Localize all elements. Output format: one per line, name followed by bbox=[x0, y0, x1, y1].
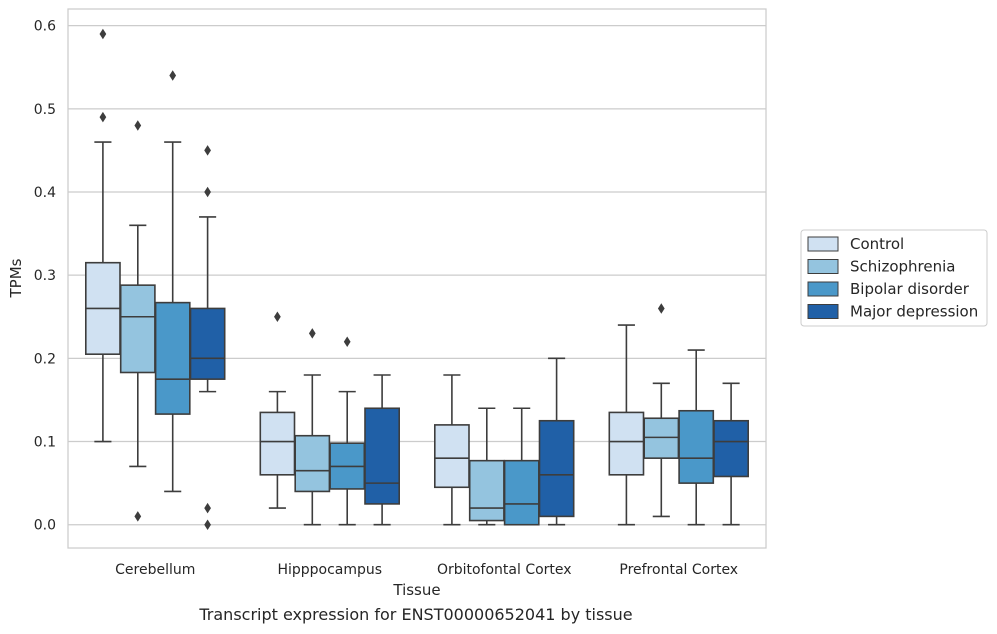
outlier-point bbox=[308, 328, 316, 339]
legend-label: Schizophrenia bbox=[850, 258, 955, 276]
y-tick-label: 0.2 bbox=[34, 351, 56, 367]
y-tick-label: 0.3 bbox=[34, 268, 56, 284]
box-schizophrenia bbox=[294, 328, 331, 526]
outlier-point bbox=[204, 519, 211, 530]
legend-swatch bbox=[807, 304, 839, 319]
legend: Control Schizophrenia Bipolar disorder Majo… bbox=[800, 229, 988, 327]
outlier-point bbox=[99, 28, 107, 40]
x-tick-label: Hipppocampus bbox=[277, 562, 382, 578]
outlier-point bbox=[657, 303, 665, 314]
box-body bbox=[678, 409, 715, 484]
box-bipolar-disorder bbox=[678, 349, 715, 526]
box-schizophrenia bbox=[468, 407, 505, 526]
figure-caption: Transcript expression for ENST0000065204… bbox=[199, 605, 633, 624]
box-body bbox=[538, 419, 575, 518]
legend-label: Control bbox=[850, 235, 904, 253]
y-tick-labels: 0.0 0.1 0.2 0.3 0.4 0.5 0.6 bbox=[34, 19, 56, 534]
box-body bbox=[643, 417, 680, 459]
y-tick-label: 0.6 bbox=[34, 19, 56, 35]
box-body bbox=[608, 411, 645, 476]
box-control bbox=[608, 324, 645, 526]
outlier-point bbox=[204, 186, 211, 198]
x-tick-label: Prefrontal Cortex bbox=[619, 562, 738, 578]
x-axis-label: Tissue bbox=[392, 581, 440, 599]
box-body bbox=[119, 284, 156, 374]
y-tick-label: 0.0 bbox=[34, 518, 56, 534]
box-body bbox=[713, 419, 750, 478]
x-tick-labels: Cerebellum Hipppocampus Orbitofontal Corte… bbox=[115, 562, 738, 578]
legend-swatch bbox=[807, 259, 839, 274]
box-series bbox=[84, 28, 750, 530]
box-body bbox=[468, 459, 505, 522]
y-tick-label: 0.4 bbox=[34, 185, 56, 201]
outlier-point bbox=[204, 502, 211, 514]
box-body bbox=[364, 407, 401, 505]
x-tick-label: Cerebellum bbox=[115, 562, 195, 578]
box-major-depression bbox=[364, 374, 401, 526]
outlier-point bbox=[274, 311, 281, 323]
y-tick-label: 0.5 bbox=[34, 102, 56, 118]
legend-swatch bbox=[807, 281, 839, 297]
box-body bbox=[154, 301, 191, 415]
legend-frame bbox=[800, 229, 988, 327]
plot-frame bbox=[67, 8, 767, 549]
box-body bbox=[294, 434, 331, 493]
box-body bbox=[503, 459, 540, 526]
box-major-depression bbox=[713, 382, 750, 526]
legend-swatch bbox=[807, 236, 839, 252]
box-bipolar-disorder bbox=[503, 407, 540, 526]
box-schizophrenia bbox=[643, 303, 680, 518]
box-control bbox=[84, 28, 121, 443]
y-tick-label: 0.1 bbox=[34, 435, 56, 451]
outlier-point bbox=[343, 336, 351, 347]
box-body bbox=[259, 411, 296, 476]
box-control bbox=[259, 311, 296, 509]
y-axis-label: TPMs bbox=[7, 258, 25, 298]
outlier-point bbox=[99, 111, 107, 123]
legend-label: Bipolar disorder bbox=[850, 280, 970, 298]
box-major-depression bbox=[538, 357, 575, 526]
box-bipolar-disorder bbox=[154, 70, 191, 493]
outlier-point bbox=[134, 120, 142, 131]
outlier-point bbox=[134, 511, 142, 522]
legend-label: Major depression bbox=[850, 303, 978, 321]
outlier-point bbox=[204, 145, 211, 156]
x-tick-label: Orbitofontal Cortex bbox=[437, 562, 572, 578]
outlier-point bbox=[169, 70, 177, 81]
box-bipolar-disorder bbox=[329, 336, 366, 526]
box-major-depression bbox=[189, 145, 226, 530]
box-schizophrenia bbox=[119, 120, 156, 522]
box-body bbox=[189, 307, 226, 380]
box-body bbox=[433, 424, 470, 489]
box-control bbox=[433, 374, 470, 526]
